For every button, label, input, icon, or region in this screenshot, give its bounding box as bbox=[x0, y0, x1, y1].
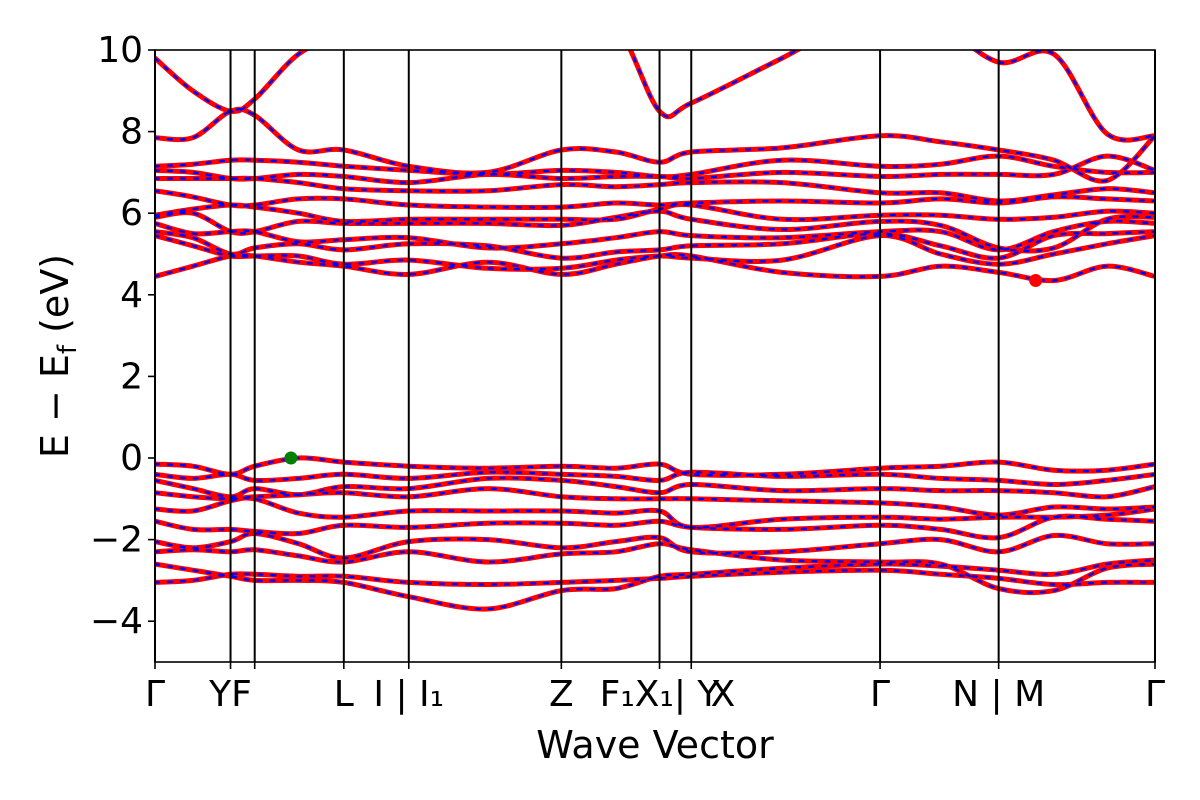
band-line-dashed bbox=[155, 568, 1155, 586]
band-line-dashed bbox=[155, 176, 1155, 203]
x-tick-label: L bbox=[334, 674, 354, 715]
band-line-dashed bbox=[155, 154, 1155, 178]
band-lines-solid bbox=[155, 50, 1155, 612]
x-tick-label: Z bbox=[549, 674, 574, 715]
x-tick-label: Γ bbox=[870, 674, 890, 715]
y-axis-ticks: −4 −2 0 2 4 6 8 10 bbox=[90, 30, 155, 642]
x-tick-label: N | M bbox=[952, 674, 1045, 715]
x-axis-title: Wave Vector bbox=[536, 723, 774, 767]
band-line-dashed bbox=[155, 470, 1155, 486]
y-tick-label: 0 bbox=[120, 438, 143, 479]
band-edge-marker bbox=[1029, 274, 1043, 288]
band-line-dashed bbox=[155, 234, 1155, 271]
band-line-solid bbox=[155, 50, 1155, 143]
band-line-dashed bbox=[155, 189, 1155, 209]
band-line-dashed bbox=[155, 487, 1155, 517]
y-tick-label: 8 bbox=[120, 112, 143, 153]
y-axis-title: E − Ef (eV) bbox=[33, 254, 83, 458]
y-tick-label: 2 bbox=[120, 356, 143, 397]
x-axis-ticks: Γ YF L I | I₁ Z F₁X₁| YX Γ N | M Γ bbox=[145, 662, 1165, 715]
x-tick-label: YF bbox=[208, 674, 252, 715]
x-tick-label: I | I₁ bbox=[373, 674, 444, 715]
x-tick-label: Γ bbox=[1145, 674, 1165, 715]
x-tick-label: X bbox=[711, 674, 736, 715]
band-edge-marker bbox=[284, 451, 298, 465]
y-tick-label: −4 bbox=[90, 601, 143, 642]
band-edge-markers bbox=[284, 274, 1043, 465]
band-line-dashed bbox=[155, 107, 1155, 183]
band-line-dashed bbox=[155, 558, 1155, 611]
band-line-dashed bbox=[155, 50, 1155, 142]
band-line-dashed bbox=[155, 514, 1155, 540]
band-line-dashed bbox=[155, 203, 1155, 223]
y-tick-label: 4 bbox=[120, 275, 143, 316]
band-line-solid bbox=[155, 106, 1155, 184]
y-tick-label: −2 bbox=[90, 520, 143, 561]
band-line-solid bbox=[155, 541, 1155, 596]
band-line-solid bbox=[155, 469, 1155, 487]
plot-frame bbox=[154, 49, 1156, 663]
y-tick-label: 6 bbox=[120, 193, 143, 234]
band-line-dashed bbox=[155, 154, 1155, 184]
x-tick-label: Γ bbox=[145, 674, 165, 715]
band-line-solid bbox=[155, 557, 1155, 612]
y-tick-label: 10 bbox=[97, 30, 143, 71]
band-line-solid bbox=[155, 455, 1155, 478]
x-tick-label: F₁X₁| Y bbox=[600, 674, 721, 715]
